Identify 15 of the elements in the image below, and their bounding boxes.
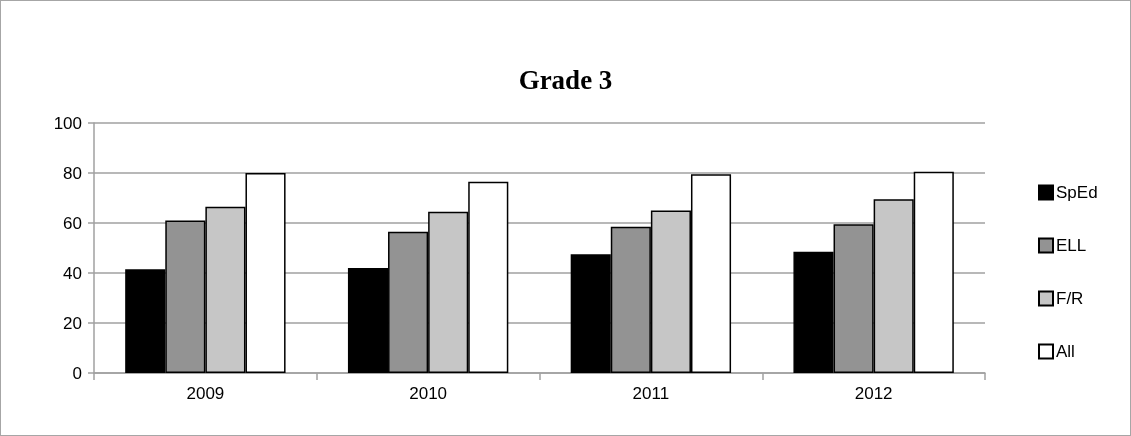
y-tick-label: 20: [63, 313, 82, 333]
x-tick-label: 2012: [854, 384, 893, 403]
legend-label: F/R: [1056, 289, 1084, 308]
x-tick-label: 2009: [186, 384, 225, 403]
x-tick-label: 2011: [632, 384, 670, 403]
y-tick-label: 60: [63, 213, 82, 233]
y-tick-label: 100: [53, 113, 82, 133]
legend-label: All: [1056, 342, 1075, 361]
y-tick-label: 80: [63, 163, 82, 183]
legend-label: ELL: [1056, 236, 1087, 255]
y-tick-label: 40: [63, 263, 82, 283]
legend-label: SpEd: [1056, 183, 1098, 202]
x-tick-label: 2010: [409, 384, 448, 403]
chart-title: Grade 3: [518, 64, 613, 95]
y-tick-label: 0: [72, 363, 82, 383]
